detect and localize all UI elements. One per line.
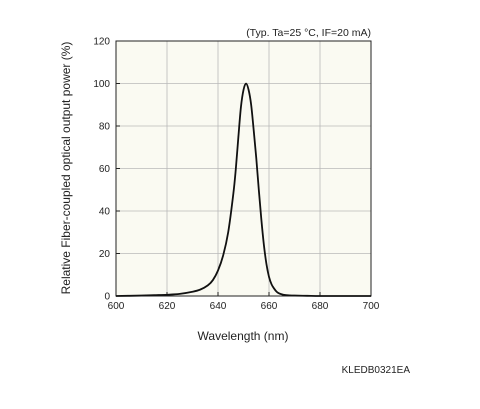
y-tick-label: 60 bbox=[99, 164, 111, 175]
y-tick-label: 0 bbox=[104, 292, 110, 303]
y-tick-label: 100 bbox=[93, 79, 110, 90]
grid bbox=[116, 41, 371, 296]
y-tick-label: 120 bbox=[93, 37, 110, 48]
x-tick-label: 640 bbox=[210, 301, 227, 312]
y-tick-label: 20 bbox=[99, 249, 111, 260]
y-axis-title: Relative Fiber-coupled optical output po… bbox=[59, 42, 73, 295]
annotation: (Typ. Ta=25 °C, IF=20 mA) bbox=[246, 27, 371, 39]
x-tick-label: 600 bbox=[108, 301, 125, 312]
series-group bbox=[115, 82, 371, 297]
document-code: KLEDB0321EA bbox=[342, 365, 411, 376]
spectrum-line bbox=[115, 82, 371, 297]
x-tick-label: 660 bbox=[261, 301, 278, 312]
x-axis-title: Wavelength (nm) bbox=[198, 329, 289, 343]
x-tick-label: 700 bbox=[363, 301, 380, 312]
y-tick-label: 80 bbox=[99, 122, 111, 133]
y-tick-labels: 0 20 40 60 80 100 120 bbox=[93, 37, 110, 303]
x-tick-label: 620 bbox=[159, 301, 176, 312]
x-tick-label: 680 bbox=[312, 301, 329, 312]
y-tick-label: 40 bbox=[99, 207, 111, 218]
x-tick-labels: 600 620 640 660 680 700 bbox=[108, 301, 380, 312]
